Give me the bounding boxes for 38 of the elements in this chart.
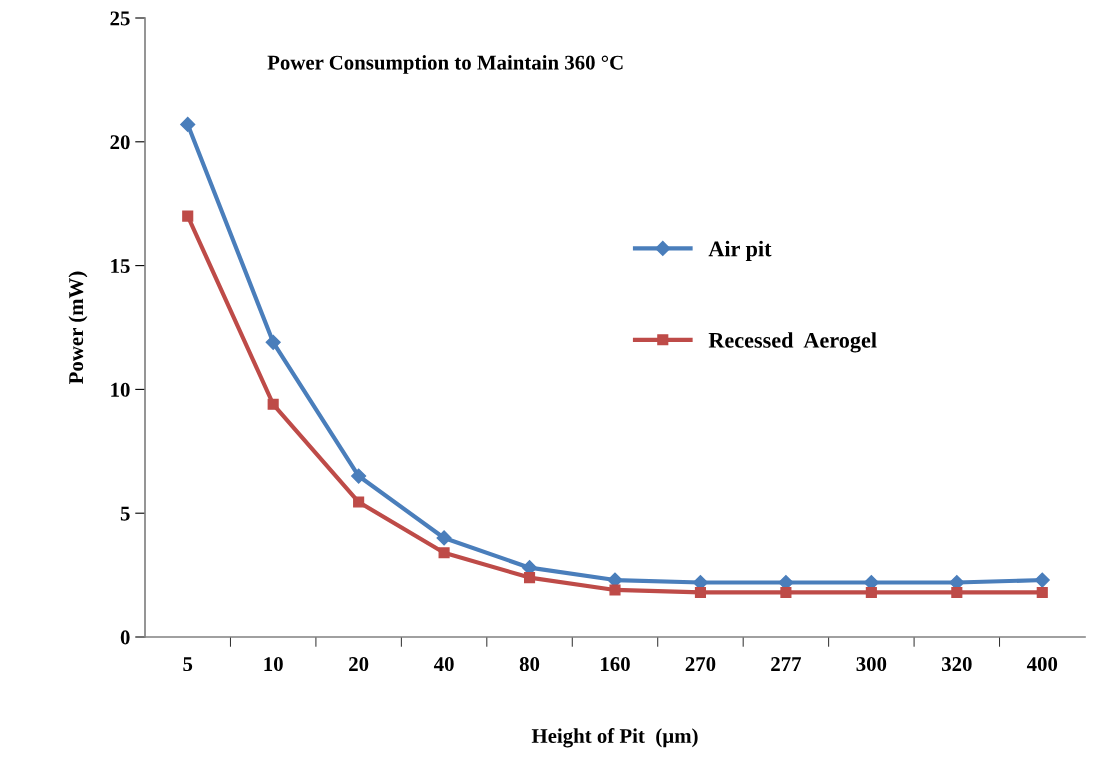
x-tick-label: 270	[685, 657, 716, 672]
point	[267, 398, 279, 410]
point	[1036, 586, 1048, 598]
x-tick-label: 80	[519, 657, 540, 672]
point	[694, 586, 707, 598]
y-tick-label: 0	[120, 630, 130, 645]
legend-label: Air pit	[708, 240, 772, 261]
x-tick-label: 400	[1026, 657, 1058, 672]
point	[780, 586, 792, 598]
y-axis-title: Power (mW)	[68, 271, 88, 384]
point	[182, 210, 194, 222]
point	[438, 547, 450, 559]
x-axis-title: Height of Pit (µm)	[531, 728, 698, 748]
x-tick-label: 40	[433, 657, 454, 672]
legend-label: Recessed Aerogel	[708, 332, 877, 353]
point	[265, 334, 281, 350]
x-tick-label: 300	[856, 657, 887, 672]
point	[436, 530, 452, 546]
y-tick-label: 20	[110, 135, 130, 150]
y-tick-label: 25	[110, 11, 130, 26]
y-tick-label: 15	[111, 259, 130, 274]
y-tick-label: 10	[111, 382, 130, 397]
point	[180, 116, 196, 133]
x-tick-label: 160	[601, 657, 630, 672]
y-tick-label: 5	[120, 506, 130, 521]
point	[351, 468, 367, 484]
x-tick-label: 20	[349, 657, 369, 672]
point	[951, 586, 963, 598]
x-tick-label: 5	[183, 657, 193, 672]
point	[609, 584, 621, 596]
x-tick-label: 277	[771, 657, 802, 671]
point	[353, 496, 365, 508]
point	[1034, 572, 1050, 588]
x-tick-label: 320	[941, 657, 972, 672]
point	[865, 586, 877, 598]
point	[523, 572, 536, 584]
x-tick-label: 10	[264, 657, 283, 672]
text: Power Consumption to Maintain 360 °C	[267, 54, 623, 74]
